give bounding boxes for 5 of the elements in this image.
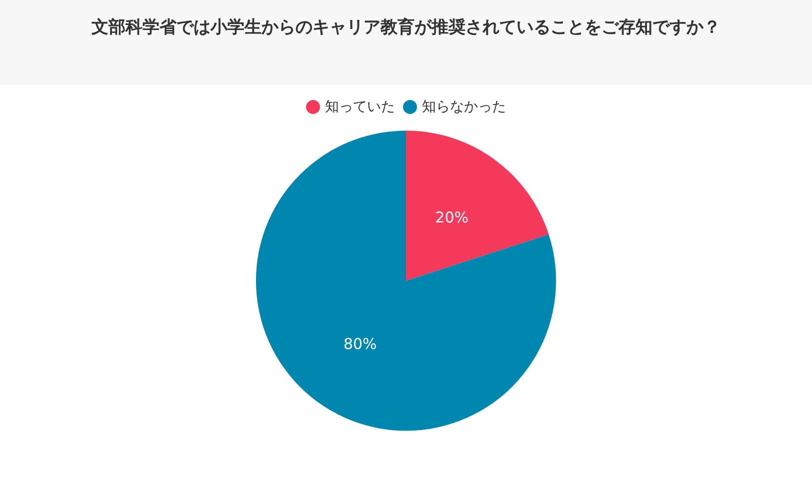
data-label: 20% (435, 208, 469, 227)
legend-label: 知らなかった (422, 99, 506, 115)
chart-title: 文部科学省では小学生からのキャリア教育が推奨されていることをご存知ですか？ (90, 16, 720, 38)
legend-label: 知っていた (325, 99, 395, 115)
data-label: 80% (343, 334, 377, 353)
